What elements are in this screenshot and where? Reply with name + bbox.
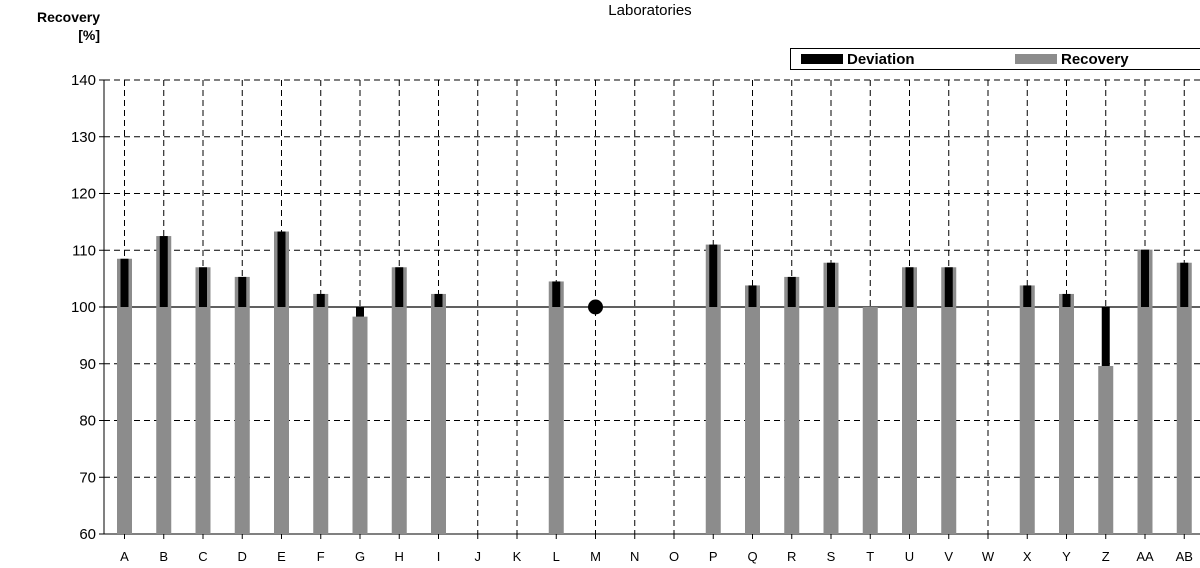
recovery-bar <box>274 231 289 534</box>
deviation-bar <box>356 307 364 317</box>
recovery-bar <box>431 293 446 534</box>
deviation-bar <box>944 267 953 307</box>
y-tick-label: 120 <box>71 186 96 203</box>
deviation-bar <box>709 244 718 307</box>
y-tick-label: 100 <box>71 299 96 316</box>
recovery-bar <box>745 285 760 534</box>
x-tick-label: Y <box>1062 549 1071 564</box>
x-tick-label: C <box>198 549 207 564</box>
x-tick-label: AA <box>1136 549 1154 564</box>
x-tick-label: I <box>437 549 441 564</box>
legend-item-deviation: Deviation <box>801 49 915 69</box>
x-tick-label: D <box>238 549 247 564</box>
recovery-bar <box>1059 293 1074 534</box>
deviation-bar <box>787 276 796 307</box>
legend-swatch-deviation <box>801 54 843 64</box>
recovery-bar <box>902 267 917 534</box>
y-axis-label: Recovery [%] <box>4 8 100 44</box>
chart-legend: Deviation Recovery <box>790 48 1200 70</box>
recovery-bar <box>548 281 564 534</box>
y-tick-label: 80 <box>79 413 96 430</box>
deviation-bar <box>1180 262 1189 307</box>
deviation-bar <box>827 262 835 307</box>
x-tick-label: V <box>944 549 953 564</box>
deviation-bar <box>1023 285 1032 307</box>
recovery-bar <box>784 276 800 534</box>
x-tick-label: T <box>866 549 874 564</box>
recovery-bar <box>117 258 132 534</box>
recovery-bar <box>823 262 839 534</box>
recovery-bar <box>391 267 407 534</box>
legend-item-recovery: Recovery <box>1015 49 1129 69</box>
legend-swatch-recovery <box>1015 54 1057 64</box>
x-tick-label: B <box>159 549 168 564</box>
deviation-bar <box>905 267 914 307</box>
x-tick-label: Q <box>747 549 757 564</box>
y-tick-label: 90 <box>79 356 96 373</box>
x-tick-label: E <box>277 549 286 564</box>
recovery-bar <box>1137 249 1153 534</box>
legend-label-recovery: Recovery <box>1061 50 1129 68</box>
recovery-bar <box>313 293 329 534</box>
x-tick-label: O <box>669 549 679 564</box>
chart-title: Laboratories <box>608 2 692 19</box>
x-tick-label: P <box>709 549 718 564</box>
deviation-bar <box>748 285 757 307</box>
x-tick-label: A <box>120 549 129 564</box>
recovery-bar <box>1176 262 1192 534</box>
x-tick-label: W <box>982 549 995 564</box>
deviation-bar <box>434 293 443 307</box>
deviation-bar <box>1101 307 1110 367</box>
y-tick-label: 60 <box>79 526 96 543</box>
deviation-bar <box>552 281 561 307</box>
y-axis-label-line1: Recovery <box>36 9 100 25</box>
recovery-bar <box>941 267 957 534</box>
deviation-bar <box>120 258 129 307</box>
recovery-bar <box>862 307 878 534</box>
deviation-bar <box>238 276 247 307</box>
x-tick-label: Z <box>1102 549 1110 564</box>
recovery-bar <box>1098 366 1114 534</box>
reference-point <box>588 299 603 315</box>
deviation-bar <box>395 267 404 307</box>
recovery-bar <box>1019 285 1035 534</box>
recovery-bar <box>352 316 368 534</box>
recovery-bar <box>705 244 721 534</box>
x-tick-label: H <box>395 549 404 564</box>
y-tick-label: 130 <box>71 129 96 146</box>
deviation-bar <box>199 267 207 307</box>
x-tick-label: R <box>787 549 796 564</box>
deviation-bar <box>159 236 168 307</box>
x-tick-label: J <box>475 549 482 564</box>
recovery-bar <box>234 276 250 534</box>
x-tick-label: U <box>905 549 914 564</box>
y-tick-label: 110 <box>72 242 96 259</box>
x-tick-label: X <box>1023 549 1032 564</box>
x-tick-label: N <box>630 549 639 564</box>
x-tick-label: S <box>827 549 836 564</box>
x-tick-label: L <box>553 549 560 564</box>
recovery-bar <box>156 236 172 534</box>
y-tick-label: 140 <box>71 72 96 89</box>
x-tick-label: M <box>590 549 601 564</box>
y-tick-label: 70 <box>79 469 96 486</box>
x-tick-label: G <box>355 549 365 564</box>
legend-label-deviation: Deviation <box>847 50 915 68</box>
x-tick-label: K <box>513 549 522 564</box>
y-axis-label-line2: [%] <box>78 27 100 43</box>
x-tick-label: F <box>317 549 325 564</box>
deviation-bar <box>316 293 325 307</box>
deviation-bar <box>1062 293 1071 307</box>
deviation-bar <box>277 231 286 307</box>
recovery-bar <box>195 267 211 534</box>
x-tick-label: AB <box>1176 549 1193 564</box>
deviation-bar <box>1141 249 1149 307</box>
